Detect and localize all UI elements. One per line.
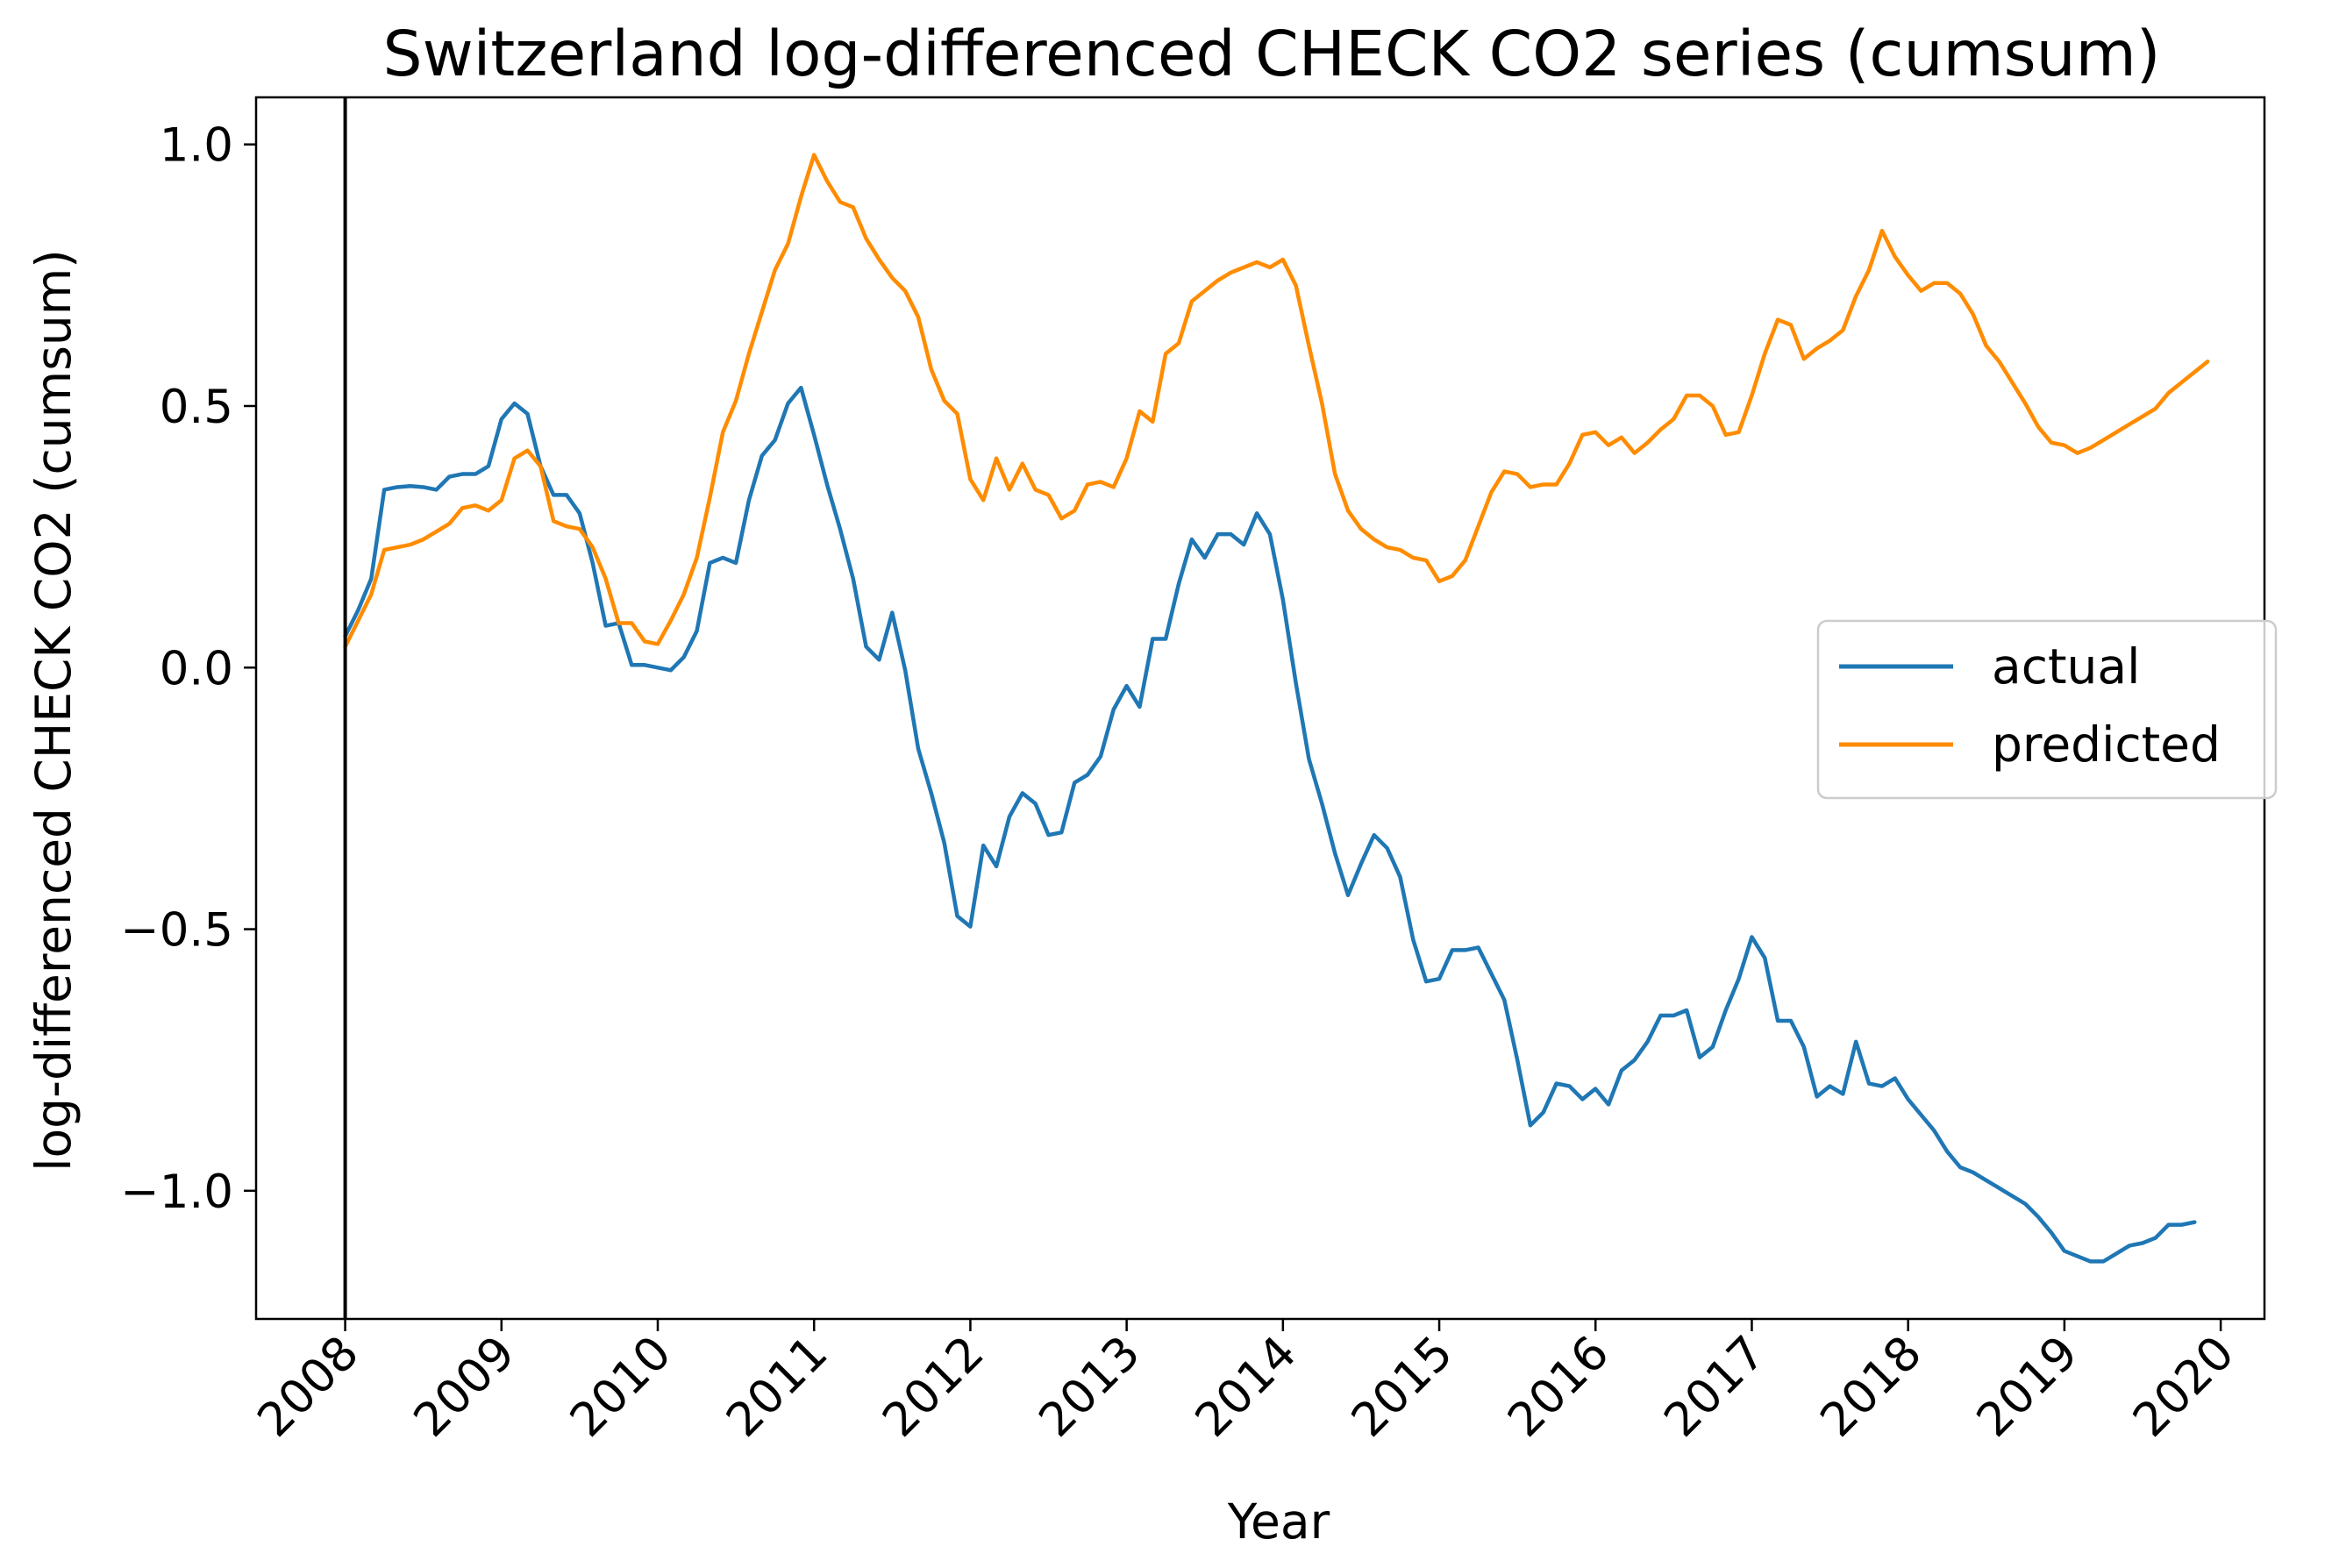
plot-area	[254, 96, 2266, 1321]
x-tick-label-2020: 2020	[2123, 1326, 2245, 1448]
y-axis-label: log-differenced CHECK CO2 (cumsum)	[25, 249, 82, 1172]
x-axis-label: Year	[1227, 1493, 1330, 1550]
series-line-actual	[343, 385, 2197, 1264]
x-tick-label-2015: 2015	[1342, 1326, 1464, 1448]
y-tick-label: 0.5	[160, 381, 233, 434]
x-tick-label-2017: 2017	[1654, 1326, 1776, 1448]
x-tick-label-2014: 2014	[1186, 1326, 1308, 1448]
y-axis: 1.0 0.5 0.0 −0.5 −1.0	[120, 119, 256, 1219]
x-axis: 2008 2009 2010 2011 2012 2013 2014 2015 2016 2017…	[247, 1319, 2244, 1448]
x-tick-label-2013: 2013	[1029, 1326, 1151, 1448]
x-tick-label-2010: 2010	[560, 1326, 682, 1448]
y-tick-label: −1.0	[120, 1165, 233, 1219]
x-tick-label-2011: 2011	[717, 1326, 838, 1448]
legend-label-actual: actual	[1992, 638, 2140, 695]
y-tick-label: 0.0	[160, 642, 233, 695]
x-tick-label-2012: 2012	[873, 1326, 995, 1448]
x-tick-label-2008: 2008	[247, 1326, 369, 1448]
x-tick-label-2019: 2019	[1967, 1326, 2089, 1448]
legend-label-predicted: predicted	[1992, 716, 2221, 773]
x-tick-label-2016: 2016	[1498, 1326, 1620, 1448]
legend: actual predicted	[1816, 619, 2278, 800]
series-line-predicted	[343, 153, 2210, 649]
series-layer	[343, 153, 2210, 1264]
chart-title: Switzerland log-differenced CHECK CO2 se…	[383, 18, 2161, 90]
x-tick-label-2018: 2018	[1810, 1326, 1932, 1448]
x-tick-label-2009: 2009	[403, 1326, 525, 1448]
y-tick-label: 1.0	[160, 119, 233, 173]
y-tick-label: −0.5	[120, 904, 233, 958]
